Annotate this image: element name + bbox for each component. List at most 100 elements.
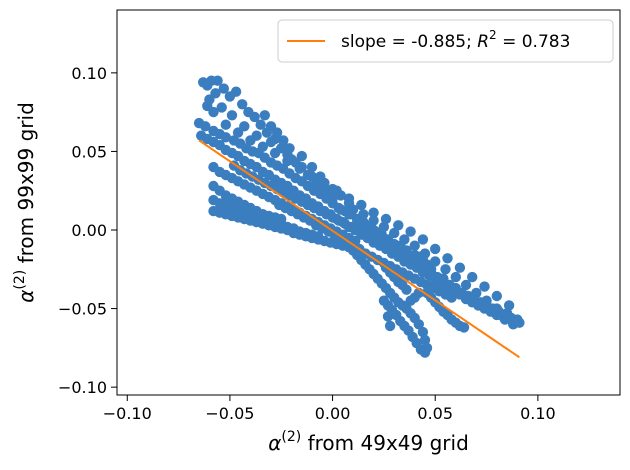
y-axis-label-alpha: α [14,290,38,303]
scatter-point [405,226,416,237]
scatter-point [282,155,293,167]
x-axis-label-suffix: from 49x49 grid [301,431,469,455]
x-tick-label: −0.10 [103,404,152,423]
legend-box [277,19,614,63]
scatter-point [479,281,490,292]
y-tick-label: −0.10 [58,378,107,397]
scatter-point [409,240,420,251]
scatter-point [419,248,431,259]
scatter-point [430,243,441,255]
scatter-point [271,127,283,138]
y-tick-label: 0.05 [71,142,107,161]
x-axis-label-alpha: α [268,431,281,455]
scatter-point [446,292,457,303]
scatter-point [343,193,355,204]
scatter-point [294,163,305,174]
scatter-point [259,110,270,121]
scatter-point [269,147,281,159]
scatter-point [454,262,466,273]
scatter-point [382,311,394,322]
y-tick-label: 0.10 [71,64,107,83]
x-tick-label: 0.10 [520,404,556,423]
x-axis-label-sup: (2) [281,429,301,445]
legend-label: slope = -0.885; R2 = 0.783 [341,28,570,52]
scatter-point [255,119,266,130]
legend-label-prefix: slope = -0.885; [341,32,477,52]
legend-label-r: R [477,32,489,52]
scatter-point [208,106,219,118]
scatter-point [384,320,396,332]
scatter-point [232,127,244,138]
y-axis-ticks: −0.10 −0.05 0.00 0.05 0.10 [58,64,117,397]
scatter-point [419,334,431,346]
x-tick-label: −0.05 [205,404,254,423]
scatter-point [368,215,379,226]
scatter-point [200,121,211,132]
scatter-point [230,86,242,97]
scatter-point [358,209,369,220]
x-axis-ticks: −0.10 −0.05 0.00 0.05 0.10 [103,395,556,423]
scatter-point [467,271,478,283]
scatter-point [460,279,472,291]
scatter-point [393,220,404,231]
scatter-point [417,234,429,245]
legend: slope = -0.885; R2 = 0.783 [277,19,614,63]
y-axis-label-suffix: from 99x99 grid [14,102,38,270]
scatter-point [491,290,502,302]
x-tick-label: 0.05 [417,404,453,423]
fit-line [198,139,520,359]
scatter-point [245,135,256,146]
scatter-point [503,300,515,311]
scatter-point [331,185,342,196]
plot-frame [116,9,621,396]
scatter-point [257,141,268,152]
y-tick-label: −0.05 [58,300,107,319]
scatter-point [368,207,379,218]
scatter-point [210,88,221,99]
scatter-point [335,204,346,215]
scatter-point [512,315,523,327]
scatter-point [296,150,307,162]
scatter-point [389,227,400,239]
scatter-point [216,102,227,113]
x-tick-label: 0.00 [315,404,351,423]
scatter-point [440,264,451,275]
scatter-point [417,326,429,338]
scatter-point [278,135,289,146]
scatter-point [378,295,390,306]
scatter-point [276,213,287,225]
scatter-point [284,143,295,154]
scatter-points [193,75,525,358]
scatter-point [430,256,441,267]
scatter-point [265,136,277,148]
scatter-point [356,199,367,211]
scatter-point [226,110,238,121]
y-axis-label-sup: (2) [12,270,28,290]
scatter-point [347,204,359,215]
scatter-point [378,221,390,233]
x-axis-label: α(2) from 49x49 grid [268,429,469,455]
scatter-point [218,83,229,94]
scatter-point [319,177,330,189]
scatter-point [399,234,410,245]
legend-label-suffix: = 0.783 [497,32,571,52]
scatter-point [220,119,231,130]
scatter-point [380,213,392,225]
scatter-point [413,319,424,330]
scatter-point [360,220,371,231]
scatter-point [306,171,318,182]
scatter-point [220,132,231,143]
scatter-point [458,322,470,333]
scatter-point [405,295,416,306]
scatter-point [249,111,260,123]
scatter-point [450,271,461,283]
scatter-point [212,75,223,86]
scatter-point [442,253,453,264]
scatter-point [327,193,338,204]
y-tick-label: 0.00 [71,221,107,240]
fit-line-layer [198,139,520,359]
legend-label-sup: 2 [489,28,497,42]
scatter-point [306,161,318,173]
y-axis-label: α(2) from 99x99 grid [12,102,38,303]
